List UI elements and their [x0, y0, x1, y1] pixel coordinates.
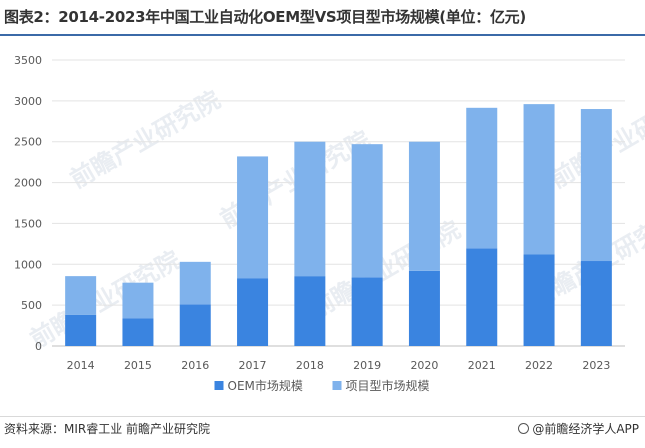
x-tick-label: 2020	[410, 359, 438, 372]
title-rule	[0, 34, 645, 36]
bar-oem	[523, 254, 555, 346]
bar-project	[580, 109, 612, 262]
bar-project	[466, 107, 498, 249]
y-tick-label: 2000	[14, 177, 42, 190]
brand-logo-icon	[518, 423, 530, 434]
bar-oem	[466, 248, 498, 346]
x-tick-label: 2016	[181, 359, 209, 372]
x-tick-label: 2015	[124, 359, 152, 372]
bar-oem	[179, 304, 211, 346]
bar-project	[294, 141, 326, 277]
brand-credit: @前瞻经济学人APP	[518, 420, 639, 437]
y-tick-label: 500	[21, 299, 42, 312]
bar-project	[351, 144, 383, 278]
y-tick-label: 1000	[14, 258, 42, 271]
y-tick-label: 2500	[14, 136, 42, 149]
footer-rule	[0, 416, 645, 417]
legend-swatch	[332, 381, 342, 390]
stacked-bar-chart: 0 500 1000 1500 2000 2500 3000 3500 2014 2015 2016…	[14, 54, 625, 393]
bar-project	[179, 261, 211, 305]
bar-oem	[294, 276, 326, 346]
y-tick-label: 0	[35, 340, 42, 353]
x-tick-label: 2022	[525, 359, 553, 372]
x-tick-label: 2023	[582, 359, 610, 372]
source-note: 资料来源：MIR睿工业 前瞻产业研究院	[4, 422, 211, 436]
brand-label: @前瞻经济学人APP	[532, 422, 639, 436]
bar-oem	[580, 261, 612, 346]
y-tick-label: 1500	[14, 217, 42, 230]
bar-oem	[408, 270, 440, 346]
legend-swatch	[214, 381, 224, 390]
legend-label: OEM市场规模	[228, 378, 303, 393]
bar-oem	[351, 277, 383, 346]
bar-project	[408, 141, 440, 271]
bar-oem	[65, 314, 97, 346]
x-tick-label: 2018	[296, 359, 324, 372]
bar-project	[237, 156, 269, 279]
x-tick-label: 2021	[468, 359, 496, 372]
chart-title: 图表2：2014-2023年中国工业自动化OEM型VS项目型市场规模(单位：亿元…	[4, 8, 526, 26]
bar-project	[523, 104, 555, 255]
legend-label: 项目型市场规模	[346, 378, 430, 393]
bar-project	[122, 282, 154, 319]
y-tick-label: 3000	[14, 95, 42, 108]
x-tick-label: 2017	[239, 359, 267, 372]
x-tick-label: 2014	[67, 359, 95, 372]
bar-oem	[237, 278, 269, 346]
bar-oem	[122, 318, 154, 346]
bar-project	[65, 276, 97, 315]
y-tick-label: 3500	[14, 54, 42, 67]
x-tick-label: 2019	[353, 359, 381, 372]
